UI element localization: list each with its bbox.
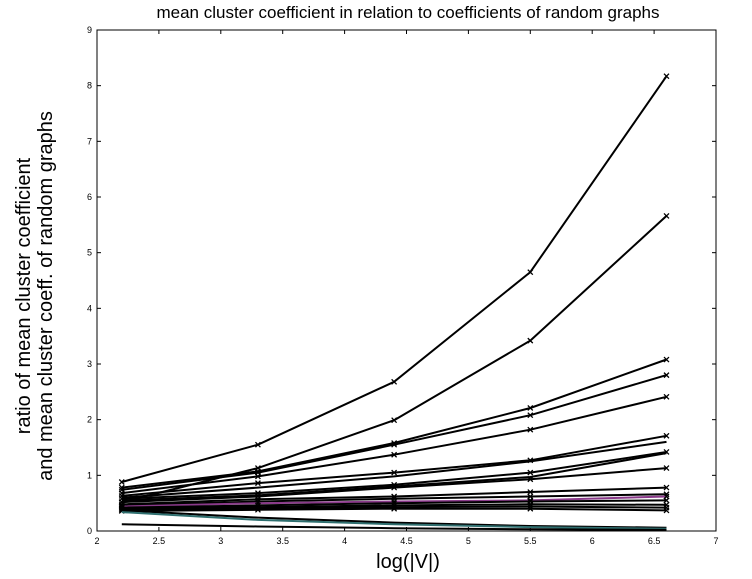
plot-area: 2 2.5 3 3.5 4 4.5 5 5.5 6 6.5 7 0 1 2 3 4 5 6 7 8 9 (87, 25, 719, 546)
data-point-marker (527, 269, 534, 276)
series-line-19 (121, 511, 667, 530)
data-point-marker (663, 372, 670, 379)
y-tick-label: 7 (87, 136, 92, 146)
y-tick-label: 6 (87, 192, 92, 202)
y-axis-label: ratio of mean cluster coefficient and me… (13, 111, 57, 481)
axes-box (96, 29, 717, 532)
data-point-marker (527, 426, 534, 433)
x-axis-label: log(|V|) (376, 551, 440, 573)
data-point-marker (663, 497, 670, 504)
y-tick-label: 9 (87, 25, 92, 35)
series-line-18 (121, 509, 667, 529)
x-tick-label: 5.5 (524, 536, 537, 546)
data-point-marker (254, 473, 261, 480)
data-point-marker (391, 441, 398, 448)
series-line-7 (121, 440, 667, 499)
data-point-marker (527, 337, 534, 344)
data-point-marker (254, 441, 261, 448)
data-point-marker (527, 476, 534, 483)
data-point-marker (663, 465, 670, 472)
x-tick-label: 6.5 (648, 536, 661, 546)
data-point-marker (391, 469, 398, 476)
data-point-marker (663, 73, 670, 80)
data-point-marker (254, 480, 261, 487)
x-tick-label: 2.5 (153, 536, 166, 546)
data-point-marker (663, 212, 670, 219)
x-tick-label: 4.5 (400, 536, 413, 546)
data-point-marker (391, 505, 398, 512)
series-line-20 (121, 523, 667, 531)
data-point-marker (663, 393, 670, 400)
x-tick-label: 3 (218, 536, 223, 546)
x-tick-label: 2 (94, 536, 99, 546)
data-point-marker (391, 451, 398, 458)
y-axis-label-line-2: and mean cluster coeff. of random graphs (35, 111, 57, 481)
series-line-9 (121, 452, 667, 502)
y-tick-label: 0 (87, 526, 92, 536)
data-point-marker (391, 417, 398, 424)
y-tick-label: 8 (87, 81, 92, 91)
y-axis-label-line-1: ratio of mean cluster coefficient (13, 157, 35, 434)
data-point-marker (118, 479, 125, 485)
data-point-marker (663, 484, 670, 491)
x-tick-label: 7 (713, 536, 718, 546)
data-point-marker (391, 484, 398, 491)
y-tick-label: 4 (87, 303, 92, 313)
x-tick-label: 3.5 (276, 536, 289, 546)
x-tick-label: 6 (590, 536, 595, 546)
data-point-marker (527, 489, 534, 495)
chart-title: mean cluster coefficient in relation to … (156, 3, 659, 22)
y-tick-label: 5 (87, 248, 92, 258)
data-point-marker (527, 469, 534, 476)
data-point-marker (527, 405, 534, 411)
data-point-marker (527, 412, 534, 419)
data-point-marker (254, 506, 261, 513)
data-point-marker (663, 356, 670, 363)
data-point-marker (663, 432, 670, 439)
data-point-marker (391, 378, 398, 385)
y-tick-label: 2 (87, 415, 92, 425)
y-tick-label: 1 (87, 470, 92, 480)
data-point-marker (527, 505, 534, 512)
data-point-marker (663, 507, 670, 514)
y-tick-label: 3 (87, 359, 92, 369)
x-tick-label: 5 (466, 536, 471, 546)
x-tick-label: 4 (342, 536, 347, 546)
